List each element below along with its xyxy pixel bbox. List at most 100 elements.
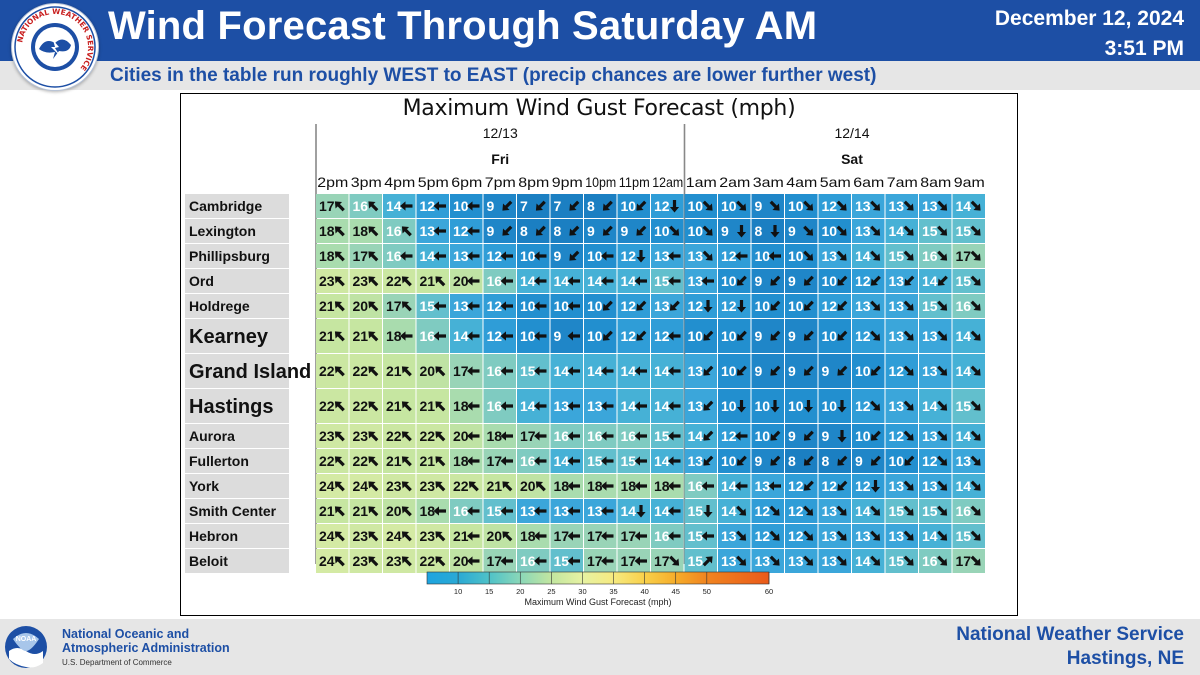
- gust-value: 16: [554, 428, 570, 444]
- wind-arrow-icon: [636, 300, 647, 311]
- gust-value: 16: [922, 248, 938, 264]
- gust-value: 23: [353, 553, 369, 569]
- wind-arrow-icon: [870, 455, 881, 466]
- arrow-shape: [870, 455, 881, 466]
- forecast-cell: [316, 269, 349, 293]
- wind-arrow-icon: [634, 366, 647, 376]
- forecast-cell: [651, 194, 684, 218]
- gust-value: 14: [386, 198, 402, 214]
- forecast-cell: [349, 219, 382, 243]
- wind-arrow-icon: [970, 225, 981, 236]
- gust-value: 18: [420, 503, 436, 519]
- wind-arrow-icon: [770, 455, 781, 466]
- wind-arrow-icon: [970, 365, 981, 376]
- forecast-cell: [316, 354, 349, 388]
- gust-value: 10: [755, 298, 771, 314]
- arrow-shape: [703, 300, 713, 313]
- office-name: National Weather Service Hastings, NE: [956, 623, 1184, 671]
- gust-value: 9: [487, 198, 495, 214]
- arrow-shape: [435, 531, 446, 542]
- gust-value: 21: [420, 398, 436, 414]
- wind-arrow-icon: [668, 481, 681, 491]
- arrow-shape: [937, 480, 948, 491]
- wind-arrow-icon: [803, 250, 814, 261]
- arrow-shape: [768, 481, 781, 491]
- gust-value: 17: [654, 553, 670, 569]
- forecast-cell: [316, 474, 349, 498]
- forecast-cell: [383, 474, 416, 498]
- arrow-shape: [334, 366, 345, 377]
- arrow-shape: [368, 556, 379, 567]
- wind-arrow-icon: [970, 300, 981, 311]
- forecast-cell: [751, 449, 784, 473]
- arrow-shape: [433, 201, 446, 211]
- gust-value: 15: [956, 528, 972, 544]
- arrow-shape: [534, 531, 547, 541]
- arrow-shape: [903, 200, 914, 211]
- wind-arrow-icon: [636, 250, 646, 263]
- arrow-shape: [669, 200, 680, 213]
- arrow-shape: [567, 301, 580, 311]
- gust-value: 18: [520, 528, 536, 544]
- city-label-bg: [185, 244, 289, 268]
- arrow-shape: [937, 365, 948, 376]
- arrow-shape: [601, 276, 614, 286]
- time-header: 4am: [786, 174, 817, 190]
- arrow-shape: [770, 300, 781, 311]
- wind-arrow-icon: [368, 366, 379, 377]
- gust-value: 23: [386, 553, 402, 569]
- forecast-cell: [416, 389, 449, 423]
- wind-arrow-icon: [970, 505, 981, 516]
- arrow-shape: [567, 556, 580, 566]
- gust-value: 17: [621, 528, 637, 544]
- gust-value: 14: [520, 273, 536, 289]
- gust-value: 14: [654, 398, 670, 414]
- gust-value: 8: [822, 453, 830, 469]
- gust-value: 24: [319, 478, 335, 494]
- wind-arrow-icon: [500, 506, 513, 516]
- arrow-shape: [534, 456, 547, 466]
- forecast-cell: [517, 194, 550, 218]
- arrow-shape: [803, 365, 814, 376]
- forecast-cell: [383, 449, 416, 473]
- city-label-bg: [185, 269, 289, 293]
- gust-value: 16: [386, 223, 402, 239]
- gust-value: 10: [688, 198, 704, 214]
- office-line1: National Weather Service: [956, 624, 1184, 645]
- arrow-shape: [903, 430, 914, 441]
- arrow-shape: [669, 225, 680, 236]
- colorbar-tick-label: 20: [516, 587, 524, 596]
- colorbar-label: Maximum Wind Gust Forecast (mph): [524, 597, 671, 607]
- forecast-cell: [684, 449, 717, 473]
- arrow-shape: [602, 330, 613, 341]
- wind-arrow-icon: [803, 455, 814, 466]
- wind-arrow-icon: [500, 366, 513, 376]
- gust-value: 15: [889, 503, 905, 519]
- arrow-shape: [668, 481, 681, 491]
- gust-value: 12: [755, 503, 771, 519]
- gust-value: 10: [587, 298, 603, 314]
- forecast-cell: [718, 319, 751, 353]
- arrow-shape: [567, 531, 580, 541]
- arrow-shape: [433, 506, 446, 516]
- arrow-shape: [601, 506, 614, 516]
- wind-arrow-icon: [368, 331, 379, 342]
- subtitle-bar: Cities in the table run roughly WEST to …: [0, 61, 1200, 90]
- city-label-bg: [185, 499, 289, 523]
- gust-value: 9: [621, 223, 629, 239]
- forecast-cell: [416, 524, 449, 548]
- gust-value: 24: [353, 478, 369, 494]
- arrow-shape: [870, 505, 881, 516]
- wind-arrow-icon: [534, 301, 547, 311]
- arrow-shape: [467, 331, 480, 341]
- wind-arrow-icon: [368, 506, 379, 517]
- arrow-shape: [467, 226, 480, 236]
- gust-value: 22: [386, 273, 402, 289]
- gust-value: 15: [621, 453, 637, 469]
- wind-arrow-icon: [903, 530, 914, 541]
- arrow-shape: [836, 250, 847, 261]
- wind-arrow-icon: [736, 275, 747, 286]
- wind-arrow-icon: [736, 330, 747, 341]
- wind-arrow-icon: [803, 555, 814, 566]
- arrow-shape: [837, 400, 847, 413]
